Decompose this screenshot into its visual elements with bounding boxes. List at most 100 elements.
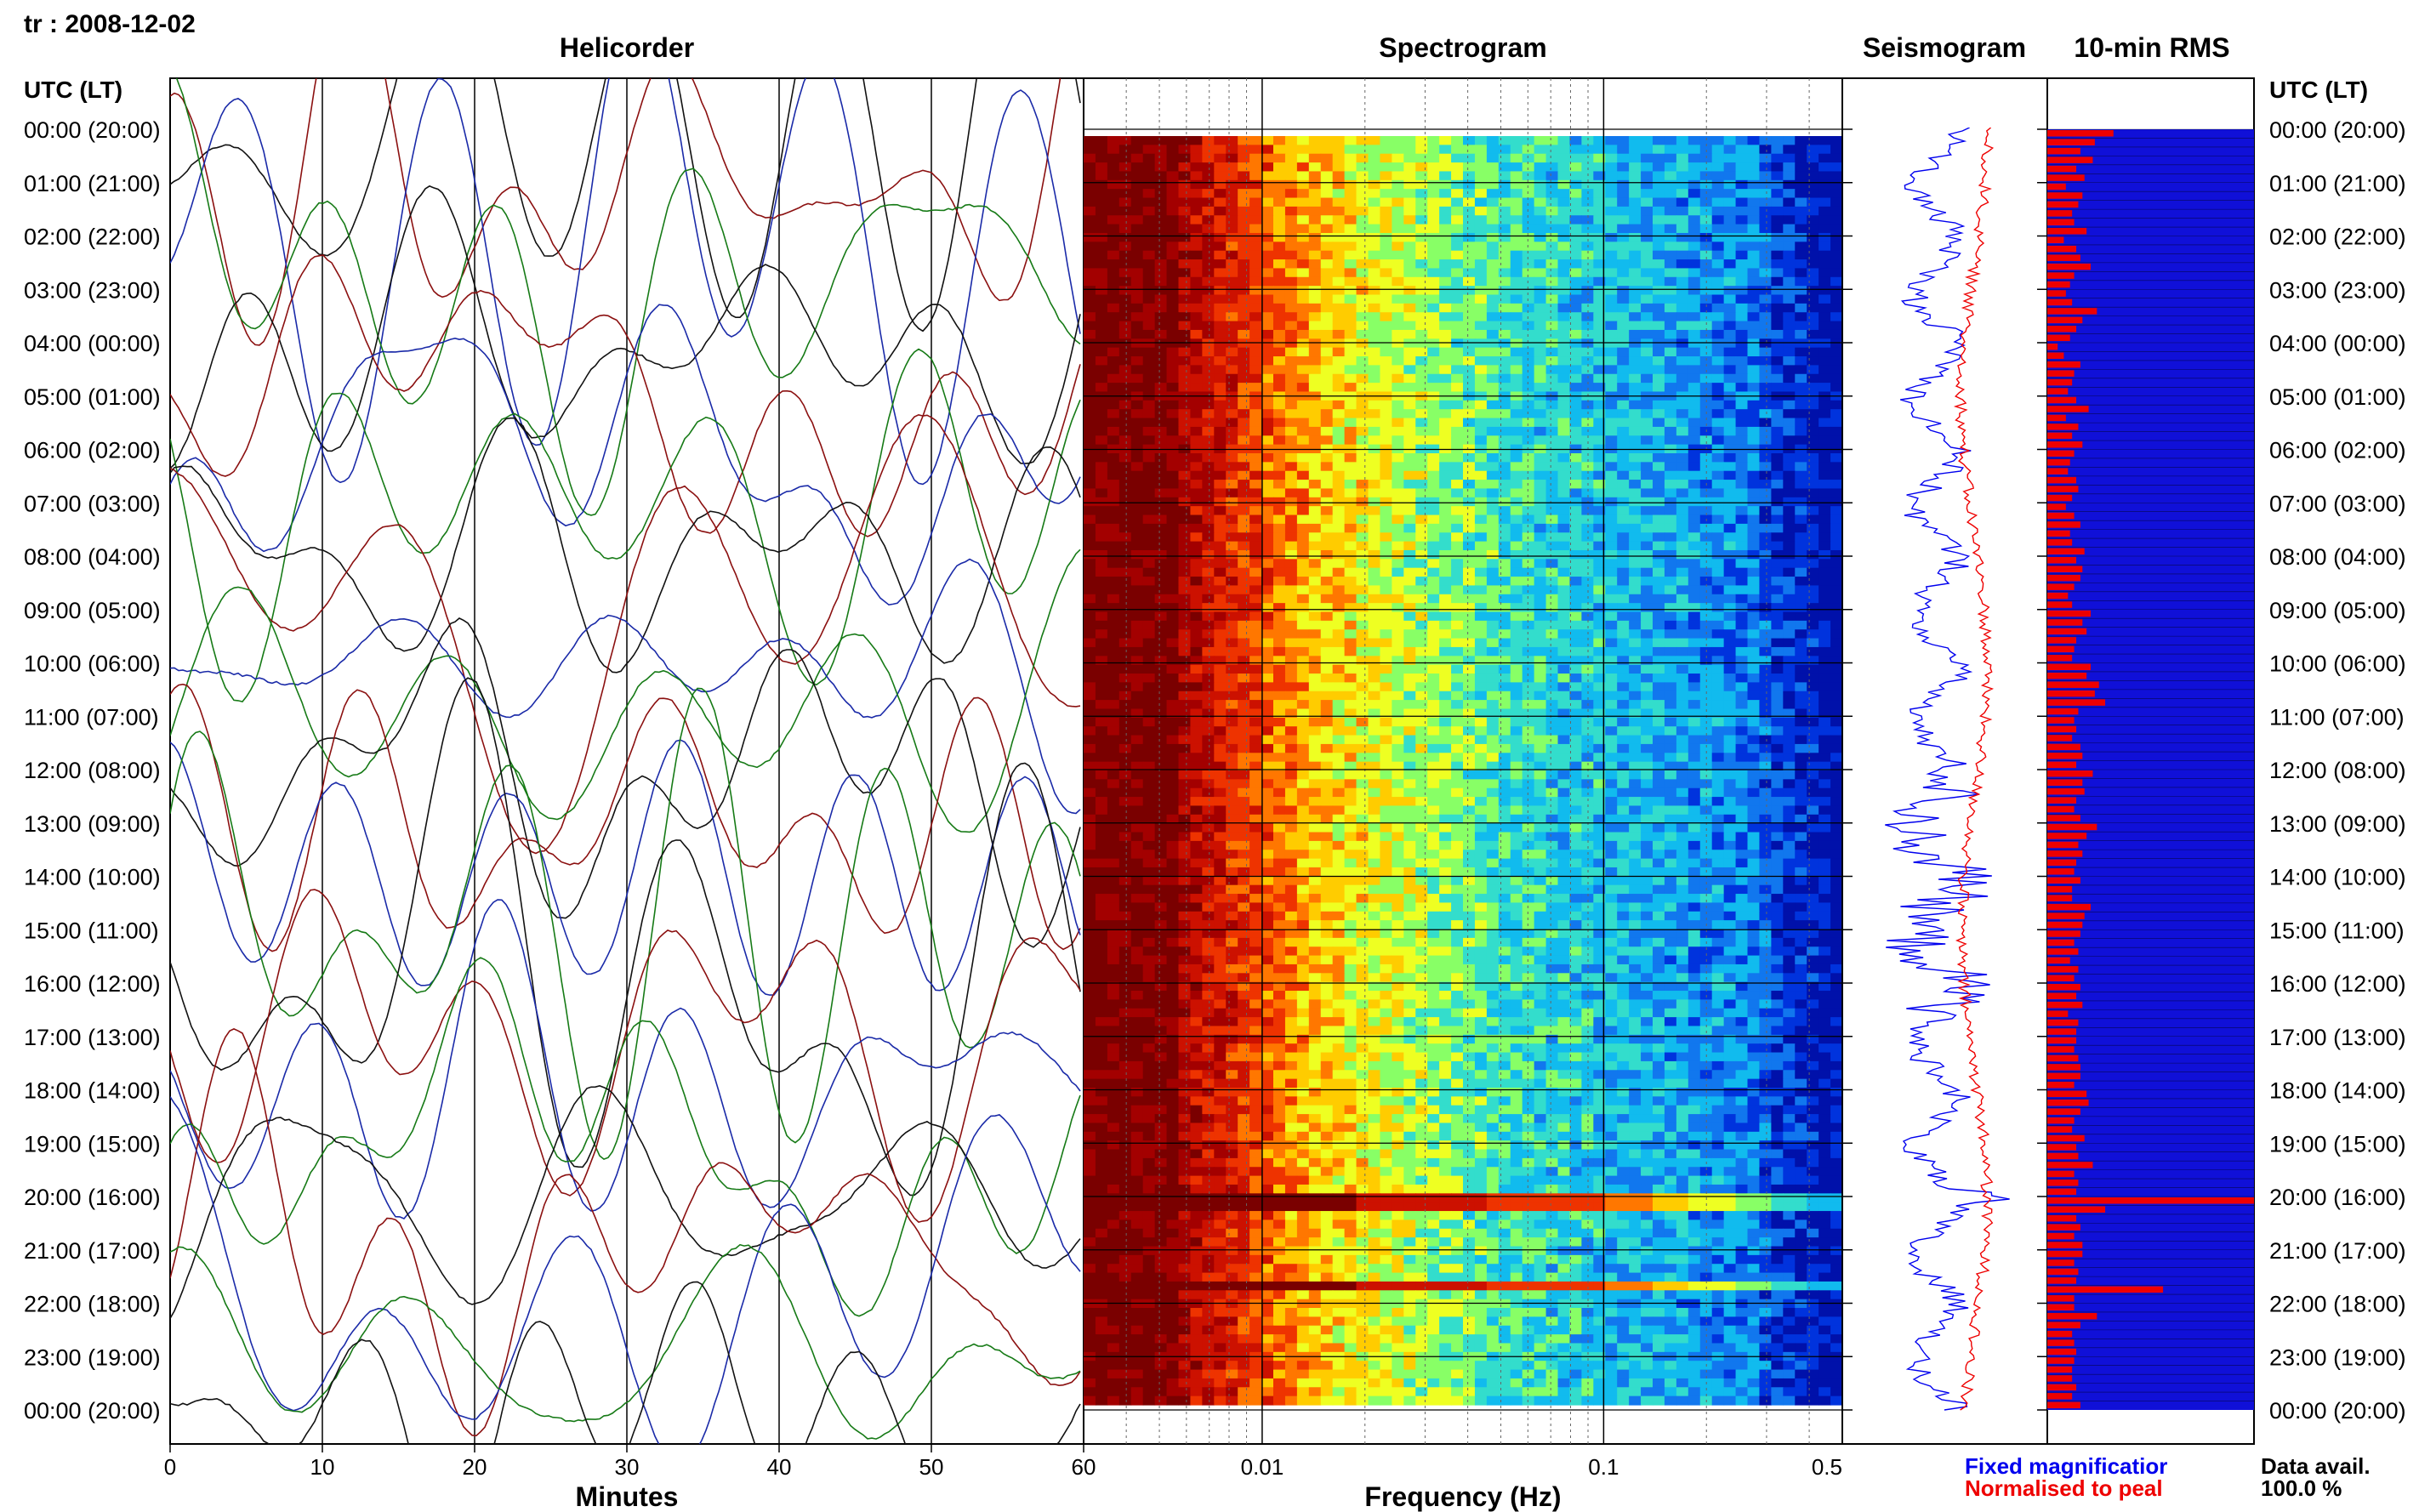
helicorder-trace bbox=[170, 413, 1081, 855]
spectrogram-cell bbox=[1226, 743, 1238, 753]
spectrogram-cell bbox=[1249, 426, 1262, 436]
spectrogram-cell bbox=[1238, 303, 1250, 313]
spectrogram-cell bbox=[1581, 585, 1594, 595]
spectrogram-cell bbox=[1807, 497, 1819, 507]
spectrogram-cell bbox=[1522, 629, 1535, 639]
spectrogram-cell bbox=[1107, 224, 1120, 234]
spectrogram-cell bbox=[1605, 664, 1618, 674]
spectrogram-cell bbox=[1439, 743, 1452, 753]
spectrogram-cell bbox=[1723, 338, 1737, 349]
spectrogram-cell bbox=[1095, 646, 1108, 657]
spectrogram-cell bbox=[1130, 373, 1144, 384]
spectrogram-cell bbox=[1380, 700, 1392, 710]
spectrogram-cell bbox=[1676, 409, 1689, 419]
spectrogram-cell bbox=[1641, 338, 1653, 349]
spectrogram-cell bbox=[1368, 753, 1381, 763]
spectrogram-cell bbox=[1534, 674, 1547, 683]
spectrogram-cell bbox=[1735, 708, 1749, 719]
spectrogram-cell bbox=[1084, 805, 1096, 816]
spectrogram-cell bbox=[1332, 549, 1346, 560]
spectrogram-cell bbox=[1238, 171, 1250, 181]
spectrogram-cell bbox=[1498, 656, 1511, 666]
spectrogram-cell bbox=[1095, 674, 1108, 683]
spectrogram-cell bbox=[1190, 321, 1203, 331]
spectrogram-cell bbox=[1415, 136, 1428, 145]
spectrogram-cell bbox=[1190, 656, 1203, 666]
spectrogram-cell bbox=[1166, 462, 1180, 472]
spectrogram-cell bbox=[1463, 549, 1476, 560]
spectrogram-cell bbox=[1238, 532, 1250, 543]
spectrogram-cell bbox=[1593, 312, 1606, 322]
spectrogram-cell bbox=[1166, 286, 1180, 296]
spectrogram-cell bbox=[1759, 136, 1772, 145]
spectrogram-cell bbox=[1166, 171, 1180, 181]
spectrogram-cell bbox=[1190, 577, 1203, 587]
spectrogram-cell bbox=[1226, 400, 1238, 410]
spectrogram-cell bbox=[1688, 603, 1701, 613]
spectrogram-cell bbox=[1273, 312, 1286, 322]
spectrogram-cell bbox=[1415, 435, 1428, 446]
spectrogram-cell bbox=[1226, 197, 1238, 207]
spectrogram-cell bbox=[1107, 761, 1120, 771]
spectrogram-cell bbox=[1593, 743, 1606, 753]
spectrogram-cell bbox=[1451, 488, 1464, 498]
spectrogram-cell bbox=[1439, 770, 1452, 780]
spectrogram-cell bbox=[1771, 726, 1784, 736]
spectrogram-cell bbox=[1711, 470, 1725, 480]
spectrogram-cell bbox=[1581, 577, 1594, 587]
spectrogram-cell bbox=[1344, 418, 1357, 428]
spectrogram-cell bbox=[1415, 743, 1428, 753]
spectrogram-cell bbox=[1629, 171, 1642, 181]
spectrogram-cell bbox=[1759, 506, 1772, 516]
spectrogram-cell bbox=[1356, 206, 1369, 216]
spectrogram-cell bbox=[1214, 761, 1227, 771]
spectrogram-cell bbox=[1166, 356, 1180, 366]
spectrogram-cell bbox=[1356, 700, 1369, 710]
spectrogram-cell bbox=[1226, 523, 1238, 533]
spectrogram-cell bbox=[1747, 674, 1761, 683]
spectrogram-cell bbox=[1593, 171, 1606, 181]
spectrogram-cell bbox=[1688, 541, 1701, 551]
spectrogram-cell bbox=[1238, 549, 1250, 560]
spectrogram-cell bbox=[1107, 717, 1120, 727]
spectrogram-cell bbox=[1142, 620, 1156, 630]
spectrogram-cell bbox=[1296, 303, 1310, 313]
spectrogram-cell bbox=[1415, 145, 1428, 155]
spectrogram-cell bbox=[1142, 338, 1156, 349]
spectrogram-cell bbox=[1629, 286, 1642, 296]
spectrogram-cell bbox=[1545, 197, 1559, 207]
spectrogram-cell bbox=[1273, 347, 1286, 357]
spectrogram-cell bbox=[1735, 797, 1749, 807]
spectrogram-cell bbox=[1688, 136, 1701, 145]
spectrogram-cell bbox=[1439, 206, 1452, 216]
spectrogram-cell bbox=[1356, 735, 1369, 745]
spectrogram-cell bbox=[1783, 646, 1796, 657]
spectrogram-cell bbox=[1629, 250, 1642, 260]
spectrogram-cell bbox=[1154, 549, 1168, 560]
spectrogram-cell bbox=[1795, 250, 1807, 260]
spectrogram-cell bbox=[1166, 726, 1180, 736]
spectrogram-cell bbox=[1795, 294, 1807, 304]
spectrogram-cell bbox=[1676, 594, 1689, 604]
spectrogram-cell bbox=[1130, 620, 1144, 630]
spectrogram-cell bbox=[1344, 347, 1357, 357]
spectrogram-cell bbox=[1118, 206, 1132, 216]
spectrogram-cell bbox=[1356, 532, 1369, 543]
spectrogram-cell bbox=[1356, 638, 1369, 648]
spectrogram-cell bbox=[1463, 347, 1476, 357]
spectrogram-cell bbox=[1403, 567, 1416, 577]
spectrogram-cell bbox=[1130, 224, 1144, 234]
spectrogram-cell bbox=[1356, 259, 1369, 270]
spectrogram-cell bbox=[1249, 435, 1262, 446]
spectrogram-cell bbox=[1711, 365, 1725, 375]
spectrogram-cell bbox=[1830, 567, 1843, 577]
spectrogram-cell bbox=[1130, 356, 1144, 366]
spectrogram-cell bbox=[1238, 567, 1250, 577]
spectrogram-cell bbox=[1332, 603, 1346, 613]
spectrogram-cell bbox=[1451, 787, 1464, 798]
spectrogram-cell bbox=[1735, 206, 1749, 216]
spectrogram-cell bbox=[1510, 691, 1523, 701]
spectrogram-cell bbox=[1545, 559, 1559, 569]
spectrogram-cell bbox=[1439, 549, 1452, 560]
spectrogram-cell bbox=[1653, 743, 1665, 753]
